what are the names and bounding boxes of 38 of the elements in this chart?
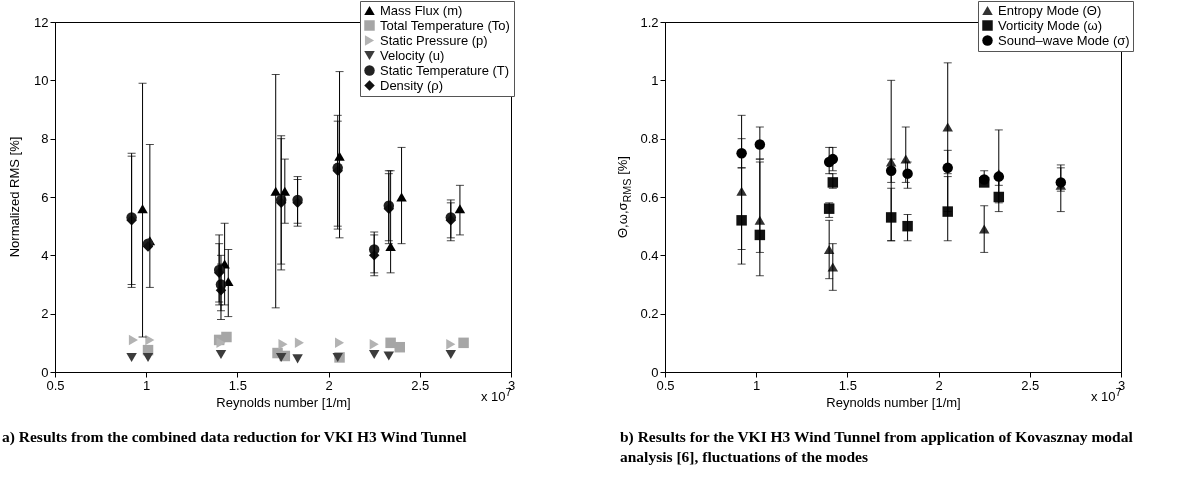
y-axis-title: Normalized RMS [%] [6,136,22,258]
y-tick-label: 0.2 [640,306,659,322]
x-tick-label: 1 [143,377,151,393]
y-tick-label: 1 [651,72,659,88]
y-tick-label: 2 [41,306,49,322]
y-tick-label: 0.8 [640,131,659,147]
x-tick-label: 1.5 [838,377,857,393]
y-tick-label: 8 [41,131,49,147]
y-tick-label: 0 [41,364,49,380]
legend-label: Entropy Mode (Θ) [998,2,1102,18]
x-tick-label: 2.5 [411,377,430,393]
y-tick-label: 1.2 [640,14,659,30]
y-tick-label: 0.6 [640,189,659,205]
x-tick-label: 2.5 [1021,377,1040,393]
y-tick-label: 4 [41,247,49,263]
x-tick-label: 2 [325,377,333,393]
legend-label: Density (ρ) [380,77,444,93]
legend-label: Total Temperature (To) [380,17,510,33]
text: b) Results for the VKI H3 Wind Tunnel from application of Kovasznay modal analysis [6], fluctuations of the modes [620,427,1134,467]
x-tick-label: 2 [935,377,943,393]
y-tick-label: 0 [651,364,659,380]
legend-label: Mass Flux (m) [380,2,463,18]
x-axis-title: Reynolds number [1/m] [826,394,961,410]
y-tick-label: 0.4 [640,247,659,263]
legend-label: Velocity (u) [380,47,445,63]
x-axis-title: Reynolds number [1/m] [216,394,351,410]
x-tick-label: 1 [753,377,761,393]
legend-label: Static Temperature (T) [380,62,510,78]
x-tick-label: 0.5 [46,377,65,393]
y-tick-label: 10 [34,72,49,88]
x-tick-label: 1.5 [228,377,247,393]
text: a) Results from the combined data reduction for VKI H3 Wind Tunnel [2,427,468,447]
legend-label: Vorticity Mode (ω) [998,17,1103,33]
x-tick-label: 0.5 [656,377,675,393]
y-tick-label: 6 [41,189,49,205]
legend-label: Sound–wave Mode (σ) [998,32,1130,48]
y-tick-label: 12 [34,14,49,30]
legend-label: Static Pressure (p) [380,32,488,48]
